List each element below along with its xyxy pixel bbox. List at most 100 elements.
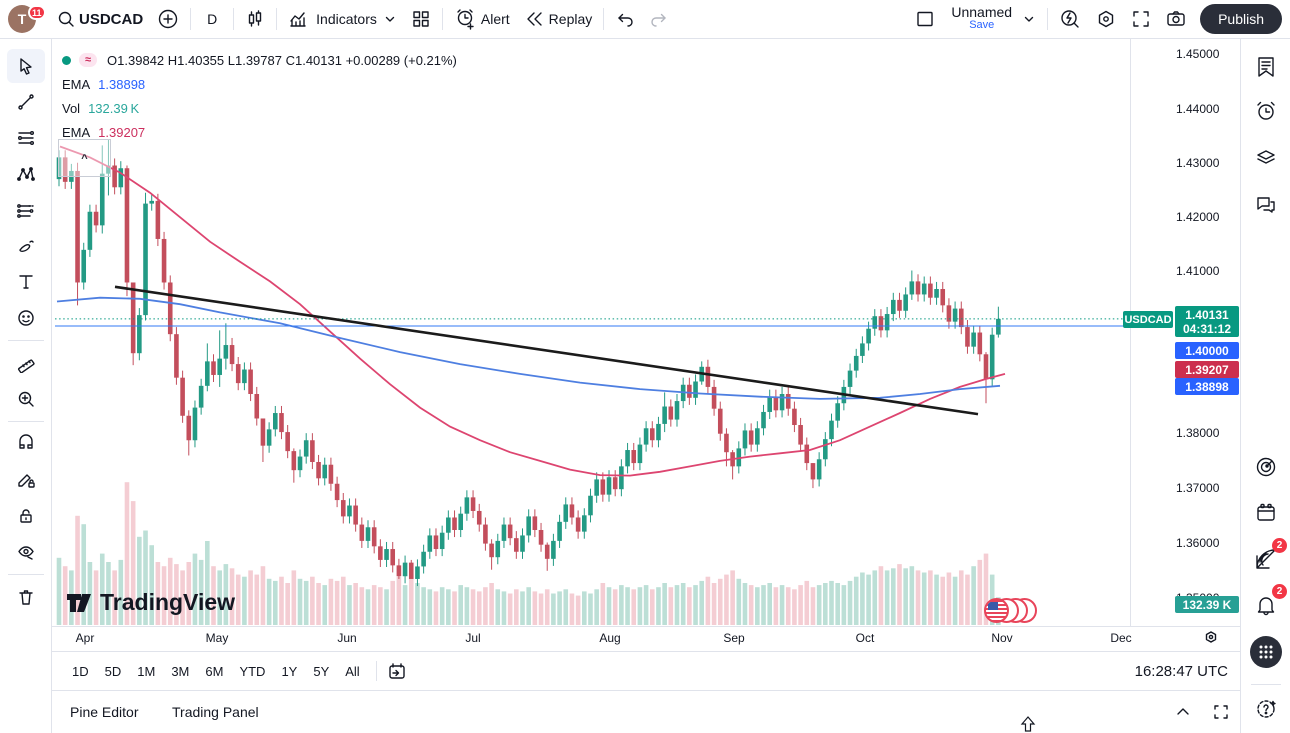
tool-ruler[interactable] (7, 346, 45, 380)
time-axis[interactable]: Apr May Jun Jul Aug Sep Oct Nov Dec (52, 626, 1240, 651)
tool-zoom-in[interactable] (7, 382, 45, 416)
alerts-button[interactable] (1249, 94, 1283, 128)
notifications-badge: 2 (1272, 584, 1287, 599)
ema-blue-label[interactable]: EMA (62, 76, 91, 92)
chart-range-marker[interactable]: ^ (58, 139, 111, 177)
range-1m[interactable]: 1M (137, 663, 156, 679)
tool-cursor[interactable] (6, 49, 45, 83)
web-analysis-badge: 2 (1272, 538, 1287, 553)
interval-button[interactable]: D (207, 11, 218, 27)
time-tick[interactable]: Jun (337, 631, 357, 645)
chat-button[interactable] (1249, 188, 1283, 222)
top-toolbar: T 11 USDCAD D Indicators Alert (0, 0, 1290, 39)
price-axis[interactable]: 1.45000 1.44000 1.43000 1.42000 1.41000 1.380… (1130, 39, 1240, 651)
chart-settings-button[interactable] (1088, 5, 1124, 33)
tool-projection[interactable] (7, 193, 45, 227)
tool-brush[interactable] (7, 229, 45, 263)
tool-drawing-mode-lock[interactable] (7, 463, 45, 497)
lightning-search-icon (1061, 10, 1079, 28)
notifications-button[interactable]: 2 (1249, 584, 1287, 622)
time-tick[interactable]: Jul (465, 631, 481, 645)
tab-trading-panel[interactable]: Trading Panel (172, 704, 259, 720)
redo-button[interactable] (642, 5, 676, 33)
chevron-down-icon (1024, 16, 1034, 22)
web-analysis-button[interactable]: 2 (1249, 538, 1287, 576)
snapshot-button[interactable] (1158, 5, 1194, 33)
radar-icon (1256, 457, 1276, 477)
time-tick[interactable]: Dec (1110, 631, 1132, 645)
fib-lines-icon (17, 131, 34, 145)
alert-button[interactable]: Alert (447, 5, 517, 33)
alarm-clock-icon (1257, 101, 1275, 120)
watchlist-button[interactable] (1249, 50, 1283, 84)
symbol-search-button[interactable]: USDCAD (50, 5, 150, 33)
tool-emoji[interactable] (7, 301, 45, 335)
grid-layout-button[interactable] (404, 5, 438, 33)
candlestick-chart[interactable] (52, 39, 1130, 633)
layout-select-button[interactable] (908, 5, 942, 33)
range-1d[interactable]: 1D (72, 663, 89, 679)
ema-pink-label[interactable]: EMA (62, 124, 91, 140)
session-clock[interactable]: 16:28:47 UTC (1134, 662, 1228, 680)
price-tick: 1.37000 (1176, 481, 1220, 495)
alert-clock-plus-icon (457, 9, 474, 30)
object-tree-button[interactable] (1249, 141, 1283, 175)
price-tick: 1.38000 (1176, 426, 1220, 440)
magnet-icon (18, 434, 33, 449)
range-all[interactable]: All (345, 663, 360, 679)
fullscreen-button[interactable] (1124, 5, 1158, 33)
time-tick[interactable]: Apr (75, 631, 95, 645)
layout-name-button[interactable]: Unnamed Save (942, 5, 1043, 33)
time-tick[interactable]: Oct (855, 631, 875, 645)
tool-text[interactable] (7, 265, 45, 299)
delayed-data-icon[interactable]: ≈ (79, 53, 98, 67)
tab-pine-editor[interactable]: Pine Editor (70, 704, 139, 720)
ruler-icon (17, 359, 35, 373)
tool-magnet[interactable] (7, 427, 45, 461)
undo-button[interactable] (608, 5, 642, 33)
time-tick[interactable]: May (205, 631, 229, 645)
go-to-date-icon[interactable] (385, 659, 409, 683)
axis-settings-gear-icon[interactable] (1202, 629, 1220, 652)
plus-circle-icon (158, 9, 178, 29)
range-1y[interactable]: 1Y (281, 663, 298, 679)
save-button[interactable]: Save (969, 19, 995, 31)
tool-remove-all[interactable] (7, 580, 45, 614)
panel-collapse-icon[interactable] (1174, 703, 1192, 726)
quick-search-button[interactable] (1052, 5, 1088, 33)
screener-button[interactable] (1249, 450, 1283, 484)
replay-button[interactable]: Replay (517, 5, 600, 33)
range-ytd[interactable]: YTD (239, 663, 266, 679)
ema-blue-value: 1.38898 (98, 76, 146, 92)
range-3m[interactable]: 3M (171, 663, 190, 679)
economic-calendar-button[interactable] (1249, 496, 1283, 530)
tool-xabcd-pattern[interactable] (7, 157, 45, 191)
replay-rewind-icon (526, 12, 542, 26)
panel-maximize-icon[interactable] (1212, 703, 1230, 726)
publish-button[interactable]: Publish (1200, 4, 1282, 34)
time-tick[interactable]: Aug (599, 631, 621, 645)
bottom-toolbar: 1D 5D 1M 3M 6M YTD 1Y 5Y All 16:28:47 UTC (52, 651, 1240, 690)
indicators-button[interactable]: Indicators (281, 5, 404, 33)
apps-button[interactable] (1250, 636, 1282, 668)
compare-add-symbol-button[interactable] (150, 5, 186, 33)
time-tick[interactable]: Nov (991, 631, 1013, 645)
volume-label[interactable]: Vol (62, 100, 81, 116)
bottom-panel: Pine Editor Trading Panel (52, 690, 1240, 733)
range-6m[interactable]: 6M (205, 663, 224, 679)
tool-horizontal-lines[interactable] (7, 121, 45, 155)
tool-lock-all[interactable] (7, 499, 45, 533)
range-5d[interactable]: 5D (104, 663, 122, 679)
projection-icon (16, 204, 34, 218)
range-5y[interactable]: 5Y (313, 663, 330, 679)
lock-icon (19, 509, 32, 523)
help-button[interactable] (1249, 692, 1283, 726)
layers-icon (1257, 150, 1275, 164)
tool-trend-line[interactable] (7, 85, 45, 119)
tool-hide-all[interactable] (7, 535, 45, 569)
watchlist-icon (1258, 57, 1274, 77)
time-tick[interactable]: Sep (723, 631, 745, 645)
camera-icon (1167, 11, 1185, 26)
grid-icon (413, 11, 429, 27)
chart-style-button[interactable] (238, 5, 272, 33)
